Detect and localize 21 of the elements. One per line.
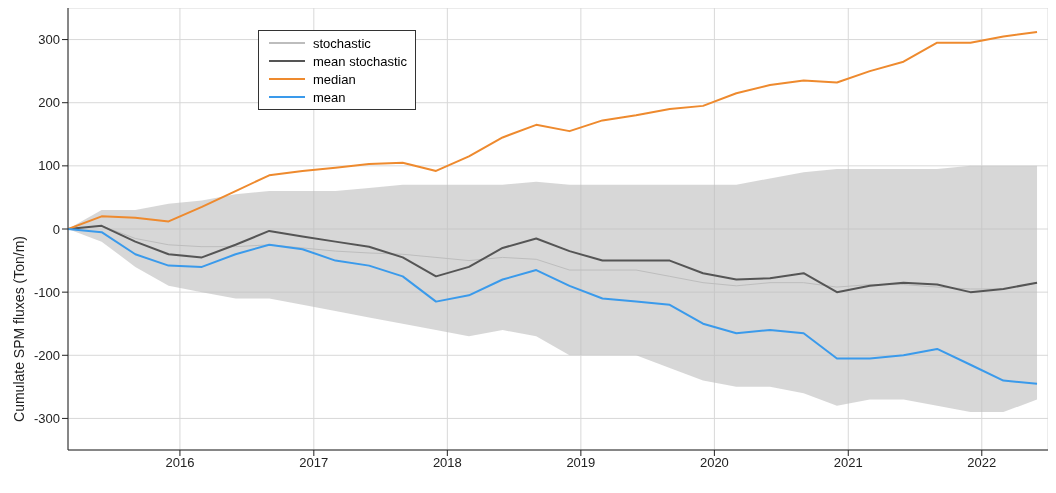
legend-label: mean: [313, 89, 346, 105]
legend-label: mean stochastic: [313, 53, 407, 69]
y-tick-label: -200: [33, 347, 60, 363]
y-tick-label: 300: [38, 32, 60, 48]
y-tick-label: 200: [38, 95, 60, 111]
line-series: [68, 30, 1039, 230]
x-tick-label: 2019: [566, 455, 596, 471]
x-tick-label: 2016: [165, 455, 195, 471]
x-tick-label: 2020: [699, 455, 729, 471]
y-tick-label: 0: [52, 221, 60, 237]
x-tick-label: 2021: [833, 455, 863, 471]
legend-label: stochastic: [313, 35, 371, 51]
line-series: [68, 228, 1039, 385]
y-axis-title: Cumulate SPM fluxes (Ton/m): [10, 236, 27, 422]
x-tick-label: 2018: [432, 455, 462, 471]
y-tick-label: -300: [33, 411, 60, 427]
y-tick-label: 100: [38, 158, 60, 174]
y-tick-label: -100: [33, 284, 60, 300]
legend-label: median: [313, 71, 356, 87]
x-tick-label: 2017: [299, 455, 329, 471]
x-tick-label: 2022: [967, 455, 997, 471]
